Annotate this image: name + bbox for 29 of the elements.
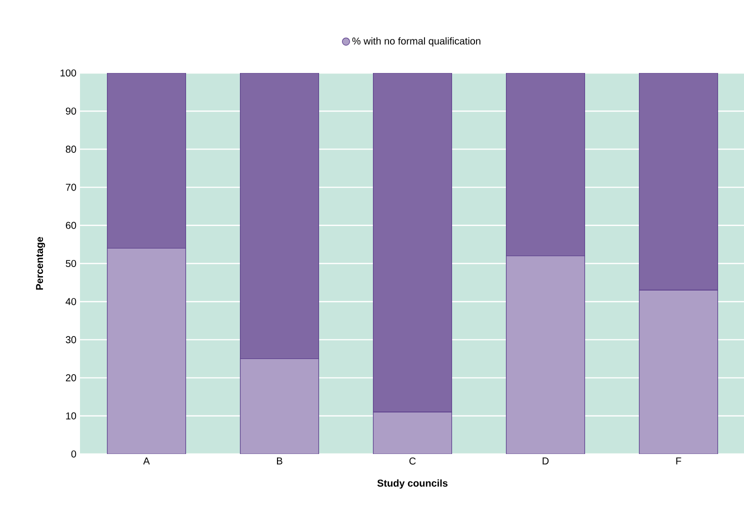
bar [240, 358, 320, 454]
y-tick-label: 30 [66, 336, 76, 344]
x-tick-label: D [542, 458, 549, 464]
x-tick-label: C [409, 458, 416, 465]
y-tick-label: 90 [66, 108, 76, 115]
y-tick-label: 60 [66, 222, 76, 229]
bar [372, 72, 452, 412]
bar [372, 412, 452, 454]
y-tick-label: 100 [60, 69, 76, 77]
x-tick-label: B [276, 458, 282, 464]
bar [638, 290, 718, 454]
y-tick-label: 80 [66, 146, 76, 153]
bar [506, 72, 586, 256]
y-tick-label: 40 [66, 298, 76, 306]
y-tick-label: 10 [66, 412, 76, 420]
bar [106, 248, 186, 454]
x-tick-label: F [676, 458, 682, 464]
y-tick-label: 70 [66, 184, 76, 191]
bar [506, 256, 586, 454]
y-tick-label: 20 [66, 374, 76, 382]
y-tick-label: 0 [71, 450, 76, 458]
bar [240, 72, 320, 360]
x-tick-label: A [143, 458, 150, 464]
y-axis-title: Percentage [36, 236, 46, 290]
legend-label: % with no formal qualification [352, 37, 480, 47]
y-tick-label: 50 [66, 260, 76, 268]
bar [106, 72, 186, 249]
x-axis-title: Study councils [377, 479, 448, 489]
bar [638, 72, 718, 290]
